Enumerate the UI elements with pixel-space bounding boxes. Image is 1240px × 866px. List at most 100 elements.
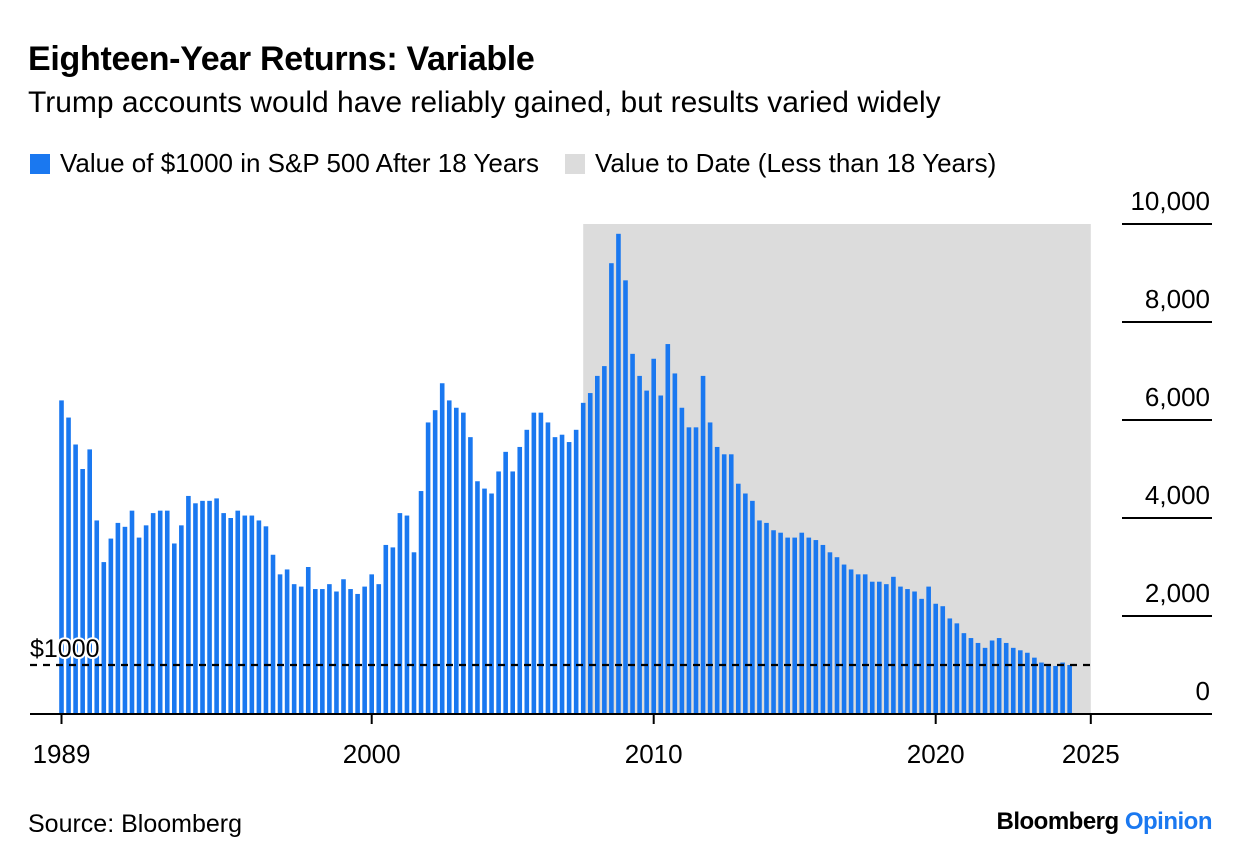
bar	[468, 437, 473, 714]
reference-label: $1000	[30, 635, 100, 663]
bar	[785, 537, 790, 714]
y-tick-label: 8,000	[1145, 284, 1210, 314]
bar	[270, 554, 276, 714]
brand-logo: Bloomberg Opinion	[997, 808, 1213, 836]
bar	[954, 623, 960, 714]
bar	[919, 598, 924, 714]
bar	[665, 344, 671, 714]
bar	[975, 642, 981, 714]
bar	[736, 483, 741, 714]
bar	[291, 584, 297, 714]
legend-item-after-18-years: Value of $1000 in S&P 500 After 18 Years	[30, 148, 539, 179]
bar	[552, 437, 558, 714]
bar	[66, 417, 71, 714]
bar	[193, 503, 198, 714]
bar	[73, 444, 78, 714]
bar	[115, 522, 121, 714]
bar	[157, 510, 163, 714]
bar	[284, 569, 290, 714]
bar	[834, 557, 840, 714]
bar	[778, 532, 783, 714]
bar	[538, 412, 544, 714]
bar	[348, 589, 353, 714]
x-tick-label: 2000	[343, 739, 401, 769]
chart-subtitle: Trump accounts would have reliably gaine…	[28, 86, 941, 119]
x-tick-label: 2020	[907, 739, 965, 769]
bar	[693, 427, 699, 714]
bar	[59, 400, 64, 714]
bar	[369, 574, 374, 714]
legend-label-after-18-years: Value of $1000 in S&P 500 After 18 Years	[60, 148, 539, 178]
legend-swatch-gray	[564, 153, 585, 174]
bar	[806, 537, 812, 714]
bar	[341, 579, 346, 714]
x-tick-label: 2010	[625, 739, 683, 769]
bar	[750, 500, 755, 714]
x-tick-label: 2025	[1062, 739, 1120, 769]
bar	[298, 586, 304, 714]
bar	[179, 525, 184, 714]
bar	[721, 454, 727, 714]
bar	[172, 543, 177, 714]
bar	[686, 427, 692, 714]
bar	[235, 510, 241, 714]
bar	[587, 393, 593, 714]
bar	[524, 429, 530, 714]
bar	[418, 491, 424, 714]
bar	[947, 618, 953, 714]
bar	[743, 493, 748, 714]
bar	[327, 584, 332, 714]
legend: Value of $1000 in S&P 500 After 18 Years…	[30, 148, 1022, 179]
bar	[623, 280, 628, 714]
bar	[848, 569, 854, 714]
brand-main: Bloomberg	[996, 808, 1120, 835]
bar	[531, 412, 537, 714]
bar	[862, 574, 868, 714]
bar	[869, 581, 875, 714]
bar	[1003, 642, 1009, 714]
source-note: Source: Bloomberg	[28, 810, 243, 838]
bar	[263, 526, 269, 714]
bar	[884, 584, 889, 714]
bar	[383, 544, 389, 714]
legend-item-to-date: Value to Date (Less than 18 Years)	[564, 148, 996, 179]
bar	[489, 493, 494, 714]
bar	[630, 353, 635, 714]
bar	[566, 442, 572, 714]
bar	[80, 469, 85, 714]
bar	[968, 638, 974, 714]
bar	[898, 586, 903, 714]
bar	[1039, 662, 1044, 714]
bar	[334, 591, 339, 714]
bar	[411, 552, 417, 714]
bar	[164, 510, 170, 714]
bar	[143, 525, 149, 714]
bar	[841, 564, 847, 714]
bar	[764, 522, 769, 714]
bar	[1067, 665, 1072, 714]
legend-swatch-blue	[30, 153, 50, 174]
bar	[658, 395, 664, 714]
bar	[475, 481, 480, 714]
bar	[439, 383, 445, 714]
bar	[940, 606, 946, 714]
bar	[672, 373, 678, 714]
bar	[305, 567, 311, 714]
bar	[362, 586, 367, 714]
bar	[249, 515, 255, 714]
bar	[792, 537, 797, 714]
bar	[376, 584, 382, 714]
bar	[256, 520, 262, 714]
bar	[200, 500, 205, 714]
y-tick-label: 2,000	[1145, 578, 1210, 608]
bar	[714, 446, 720, 714]
bar	[355, 593, 360, 714]
bar	[1018, 650, 1023, 714]
bar	[961, 633, 967, 714]
bar	[228, 518, 233, 714]
bar	[446, 400, 452, 714]
bar	[1025, 652, 1030, 714]
bar	[637, 375, 642, 714]
bar	[207, 500, 212, 714]
bar	[122, 526, 128, 714]
